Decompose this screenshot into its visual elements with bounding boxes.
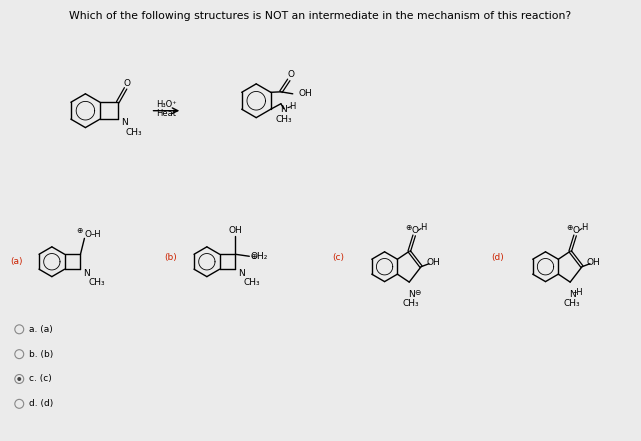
Text: ⊕: ⊕ xyxy=(566,223,572,232)
Text: CH₃: CH₃ xyxy=(276,115,292,124)
Text: H: H xyxy=(581,223,587,232)
Text: (a): (a) xyxy=(10,257,22,266)
Text: CH₃: CH₃ xyxy=(564,299,581,308)
Text: d. (d): d. (d) xyxy=(29,400,53,408)
Text: H: H xyxy=(420,223,426,232)
Text: CH₃: CH₃ xyxy=(88,277,105,287)
Text: ⊕: ⊕ xyxy=(250,252,256,261)
Text: –H: –H xyxy=(91,230,101,239)
Text: O: O xyxy=(123,79,130,88)
Text: CH₃: CH₃ xyxy=(126,127,142,137)
Text: OH: OH xyxy=(229,226,242,235)
Text: a. (a): a. (a) xyxy=(29,325,53,334)
Text: ⊖: ⊖ xyxy=(414,288,420,296)
Text: OH: OH xyxy=(426,258,440,267)
Text: H: H xyxy=(290,102,296,111)
Text: ⊕: ⊕ xyxy=(76,226,83,235)
Text: N: N xyxy=(569,290,576,299)
Text: N: N xyxy=(281,105,287,114)
Text: O: O xyxy=(287,71,294,79)
Text: (b): (b) xyxy=(164,253,177,262)
Text: N: N xyxy=(408,290,415,299)
Text: CH₃: CH₃ xyxy=(403,299,419,308)
Text: –H: –H xyxy=(573,288,583,296)
Text: CH₃: CH₃ xyxy=(244,277,260,287)
Text: Which of the following structures is NOT an intermediate in the mechanism of thi: Which of the following structures is NOT… xyxy=(69,11,572,21)
Text: H₃O⁺: H₃O⁺ xyxy=(156,100,177,109)
Text: N: N xyxy=(121,118,128,127)
Text: N: N xyxy=(238,269,246,278)
Text: ⊕: ⊕ xyxy=(405,223,412,232)
Text: O: O xyxy=(572,226,579,235)
Text: c. (c): c. (c) xyxy=(29,374,52,384)
Text: N: N xyxy=(83,269,90,278)
Text: OH: OH xyxy=(299,90,312,98)
Text: (d): (d) xyxy=(492,253,504,262)
Text: OH: OH xyxy=(587,258,601,267)
Text: O: O xyxy=(85,230,92,239)
Text: (c): (c) xyxy=(332,253,344,262)
Text: O: O xyxy=(412,226,419,235)
Circle shape xyxy=(17,377,21,381)
Text: OH₂: OH₂ xyxy=(251,252,268,261)
Text: Heat: Heat xyxy=(156,109,176,118)
Text: b. (b): b. (b) xyxy=(29,350,53,359)
